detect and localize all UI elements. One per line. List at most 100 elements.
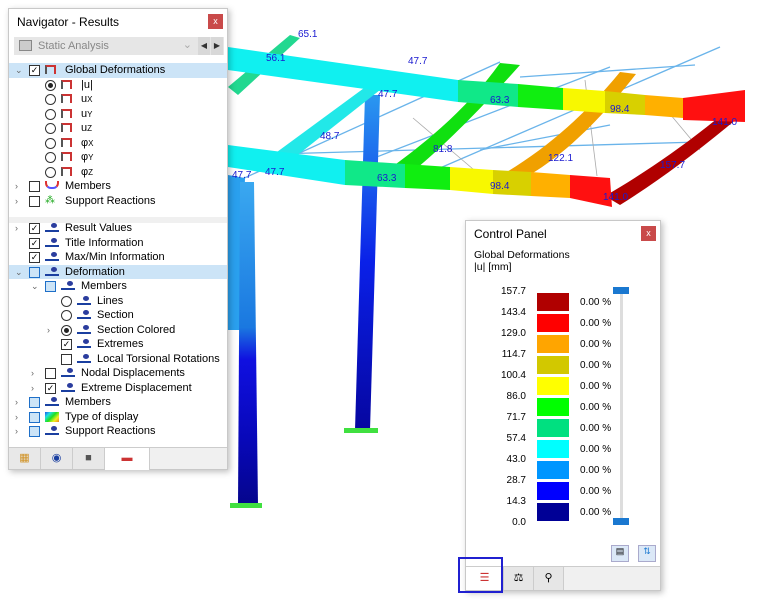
checkbox[interactable] bbox=[45, 368, 56, 379]
next-arrow-icon[interactable]: ▶ bbox=[211, 37, 223, 55]
color-scale-button[interactable]: ⇅ bbox=[638, 545, 656, 562]
tree-item-label: Type of display bbox=[65, 410, 138, 425]
deformation-value-label: 122.1 bbox=[548, 153, 573, 164]
slider-max-handle[interactable] bbox=[613, 287, 629, 294]
tree-item[interactable]: › ✓ Result Values bbox=[9, 221, 227, 236]
checkbox[interactable] bbox=[29, 397, 40, 408]
display-icon bbox=[45, 237, 59, 248]
results-tab[interactable]: ▬ bbox=[105, 448, 150, 470]
chevron-right-icon[interactable]: › bbox=[15, 181, 18, 191]
label-text: Type of display bbox=[65, 410, 139, 423]
chevron-down-icon[interactable]: ⌄ bbox=[15, 65, 23, 75]
tree-item[interactable]: |u| bbox=[9, 78, 227, 93]
chevron-right-icon[interactable]: › bbox=[15, 411, 18, 422]
radio-button[interactable] bbox=[61, 324, 72, 336]
radio-button[interactable] bbox=[45, 152, 56, 163]
checkbox[interactable]: ✓ bbox=[45, 382, 56, 394]
tree-item[interactable]: › Members bbox=[9, 179, 227, 194]
deformation-value-label: 47.7 bbox=[378, 89, 398, 100]
radio-button[interactable] bbox=[61, 295, 72, 307]
color-scale-tab[interactable]: ☰ bbox=[466, 567, 504, 590]
tree-item[interactable]: Local Torsional Rotations bbox=[9, 352, 227, 367]
tree-item[interactable]: ⌄ ✓ Global Deformations bbox=[9, 63, 227, 78]
tree-item-label: Lines bbox=[97, 294, 123, 309]
view-tab[interactable]: ◉ bbox=[41, 448, 73, 469]
tree-item[interactable]: φX bbox=[9, 136, 227, 151]
tree-item[interactable]: Section bbox=[9, 308, 227, 323]
label-text: Members bbox=[81, 280, 127, 292]
radio-button[interactable] bbox=[45, 123, 56, 134]
label-text: u bbox=[81, 107, 88, 120]
close-button[interactable]: x bbox=[641, 226, 656, 241]
display-icon bbox=[61, 368, 75, 378]
tree-item-label: Members bbox=[65, 179, 111, 194]
checkbox[interactable] bbox=[29, 195, 40, 207]
chevron-right-icon[interactable]: › bbox=[47, 324, 50, 335]
filter-tab[interactable]: ⚲ bbox=[534, 567, 564, 590]
checkbox[interactable] bbox=[29, 411, 40, 423]
color-legend: 157.7 143.4 129.0 114.7 100.4 86.0 71.7 57.4 43.… bbox=[466, 283, 660, 545]
tree-item[interactable]: ✓ Extremes bbox=[9, 337, 227, 352]
radio-button[interactable] bbox=[45, 108, 56, 120]
tree-item[interactable]: ⌄ Deformation bbox=[9, 264, 227, 279]
checkbox[interactable]: ✓ bbox=[29, 237, 40, 249]
display-icon bbox=[45, 426, 59, 436]
load-case-dropdown[interactable]: Static Analysis ⌄ ◀ ▶ bbox=[14, 37, 224, 55]
checkbox[interactable]: ✓ bbox=[29, 65, 40, 76]
color-swatch bbox=[536, 292, 570, 312]
tree-item-label: Result Values bbox=[65, 221, 132, 236]
chevron-down-icon[interactable]: ⌄ bbox=[15, 266, 23, 277]
deformation-value-label: 47.7 bbox=[265, 167, 285, 178]
tree-item[interactable]: ⌄ Members bbox=[9, 279, 227, 294]
tree-item[interactable]: › Section Colored bbox=[9, 323, 227, 338]
tree-item-label: φX bbox=[81, 136, 93, 152]
balance-tab[interactable]: ⚖ bbox=[504, 567, 534, 590]
chevron-right-icon[interactable]: › bbox=[15, 195, 18, 206]
checkbox[interactable] bbox=[45, 281, 56, 292]
tree-item[interactable]: › Members bbox=[9, 395, 227, 410]
chevron-right-icon[interactable]: › bbox=[15, 397, 18, 407]
tree-item[interactable]: uZ bbox=[9, 121, 227, 136]
filter-icon: ⚲ bbox=[544, 572, 553, 584]
previous-arrow-icon[interactable]: ◀ bbox=[198, 37, 210, 55]
range-slider-track[interactable] bbox=[620, 289, 623, 519]
radio-button[interactable] bbox=[45, 137, 56, 149]
tree-item[interactable]: Lines bbox=[9, 294, 227, 309]
legend-settings-button[interactable]: ▤ bbox=[611, 545, 629, 562]
radio-button[interactable] bbox=[45, 79, 56, 91]
camera-tab[interactable]: ■ bbox=[73, 448, 105, 469]
tree-item[interactable]: › ✓ Extreme Displacement bbox=[9, 381, 227, 396]
tree-item[interactable]: uY bbox=[9, 107, 227, 122]
checkbox[interactable]: ✓ bbox=[29, 223, 40, 234]
close-button[interactable]: x bbox=[208, 14, 223, 29]
slider-min-handle[interactable] bbox=[613, 518, 629, 525]
tree-item[interactable]: › Support Reactions bbox=[9, 424, 227, 439]
dropdown-value: Static Analysis bbox=[38, 40, 109, 52]
tree-item[interactable]: φZ bbox=[9, 165, 227, 180]
radio-button[interactable] bbox=[61, 310, 72, 321]
checkbox[interactable] bbox=[29, 426, 40, 437]
tree-item[interactable]: φY bbox=[9, 150, 227, 165]
checkbox[interactable]: ✓ bbox=[29, 252, 40, 263]
color-swatch bbox=[536, 376, 570, 396]
data-tab[interactable]: ▦ bbox=[9, 448, 41, 469]
tree-item[interactable]: › Nodal Displacements bbox=[9, 366, 227, 381]
tree-item[interactable]: ✓ Max/Min Information bbox=[9, 250, 227, 265]
checkbox[interactable] bbox=[29, 266, 40, 278]
chevron-down-icon[interactable]: ⌄ bbox=[31, 281, 39, 291]
chevron-right-icon[interactable]: › bbox=[31, 368, 34, 378]
chevron-right-icon[interactable]: › bbox=[31, 382, 34, 393]
checkbox[interactable]: ✓ bbox=[61, 339, 72, 350]
tree-item[interactable]: ✓ Title Information bbox=[9, 236, 227, 251]
tree-item[interactable]: uX bbox=[9, 92, 227, 107]
tree-item[interactable]: › Type of display bbox=[9, 410, 227, 425]
scale-value: 86.0 bbox=[506, 391, 526, 402]
checkbox[interactable] bbox=[61, 353, 72, 365]
checkbox[interactable] bbox=[29, 181, 40, 192]
radio-button[interactable] bbox=[45, 94, 56, 105]
tree-item[interactable]: › ⁂ Support Reactions bbox=[9, 194, 227, 209]
chevron-right-icon[interactable]: › bbox=[15, 426, 18, 436]
chevron-right-icon[interactable]: › bbox=[15, 223, 18, 233]
radio-button[interactable] bbox=[45, 166, 56, 178]
